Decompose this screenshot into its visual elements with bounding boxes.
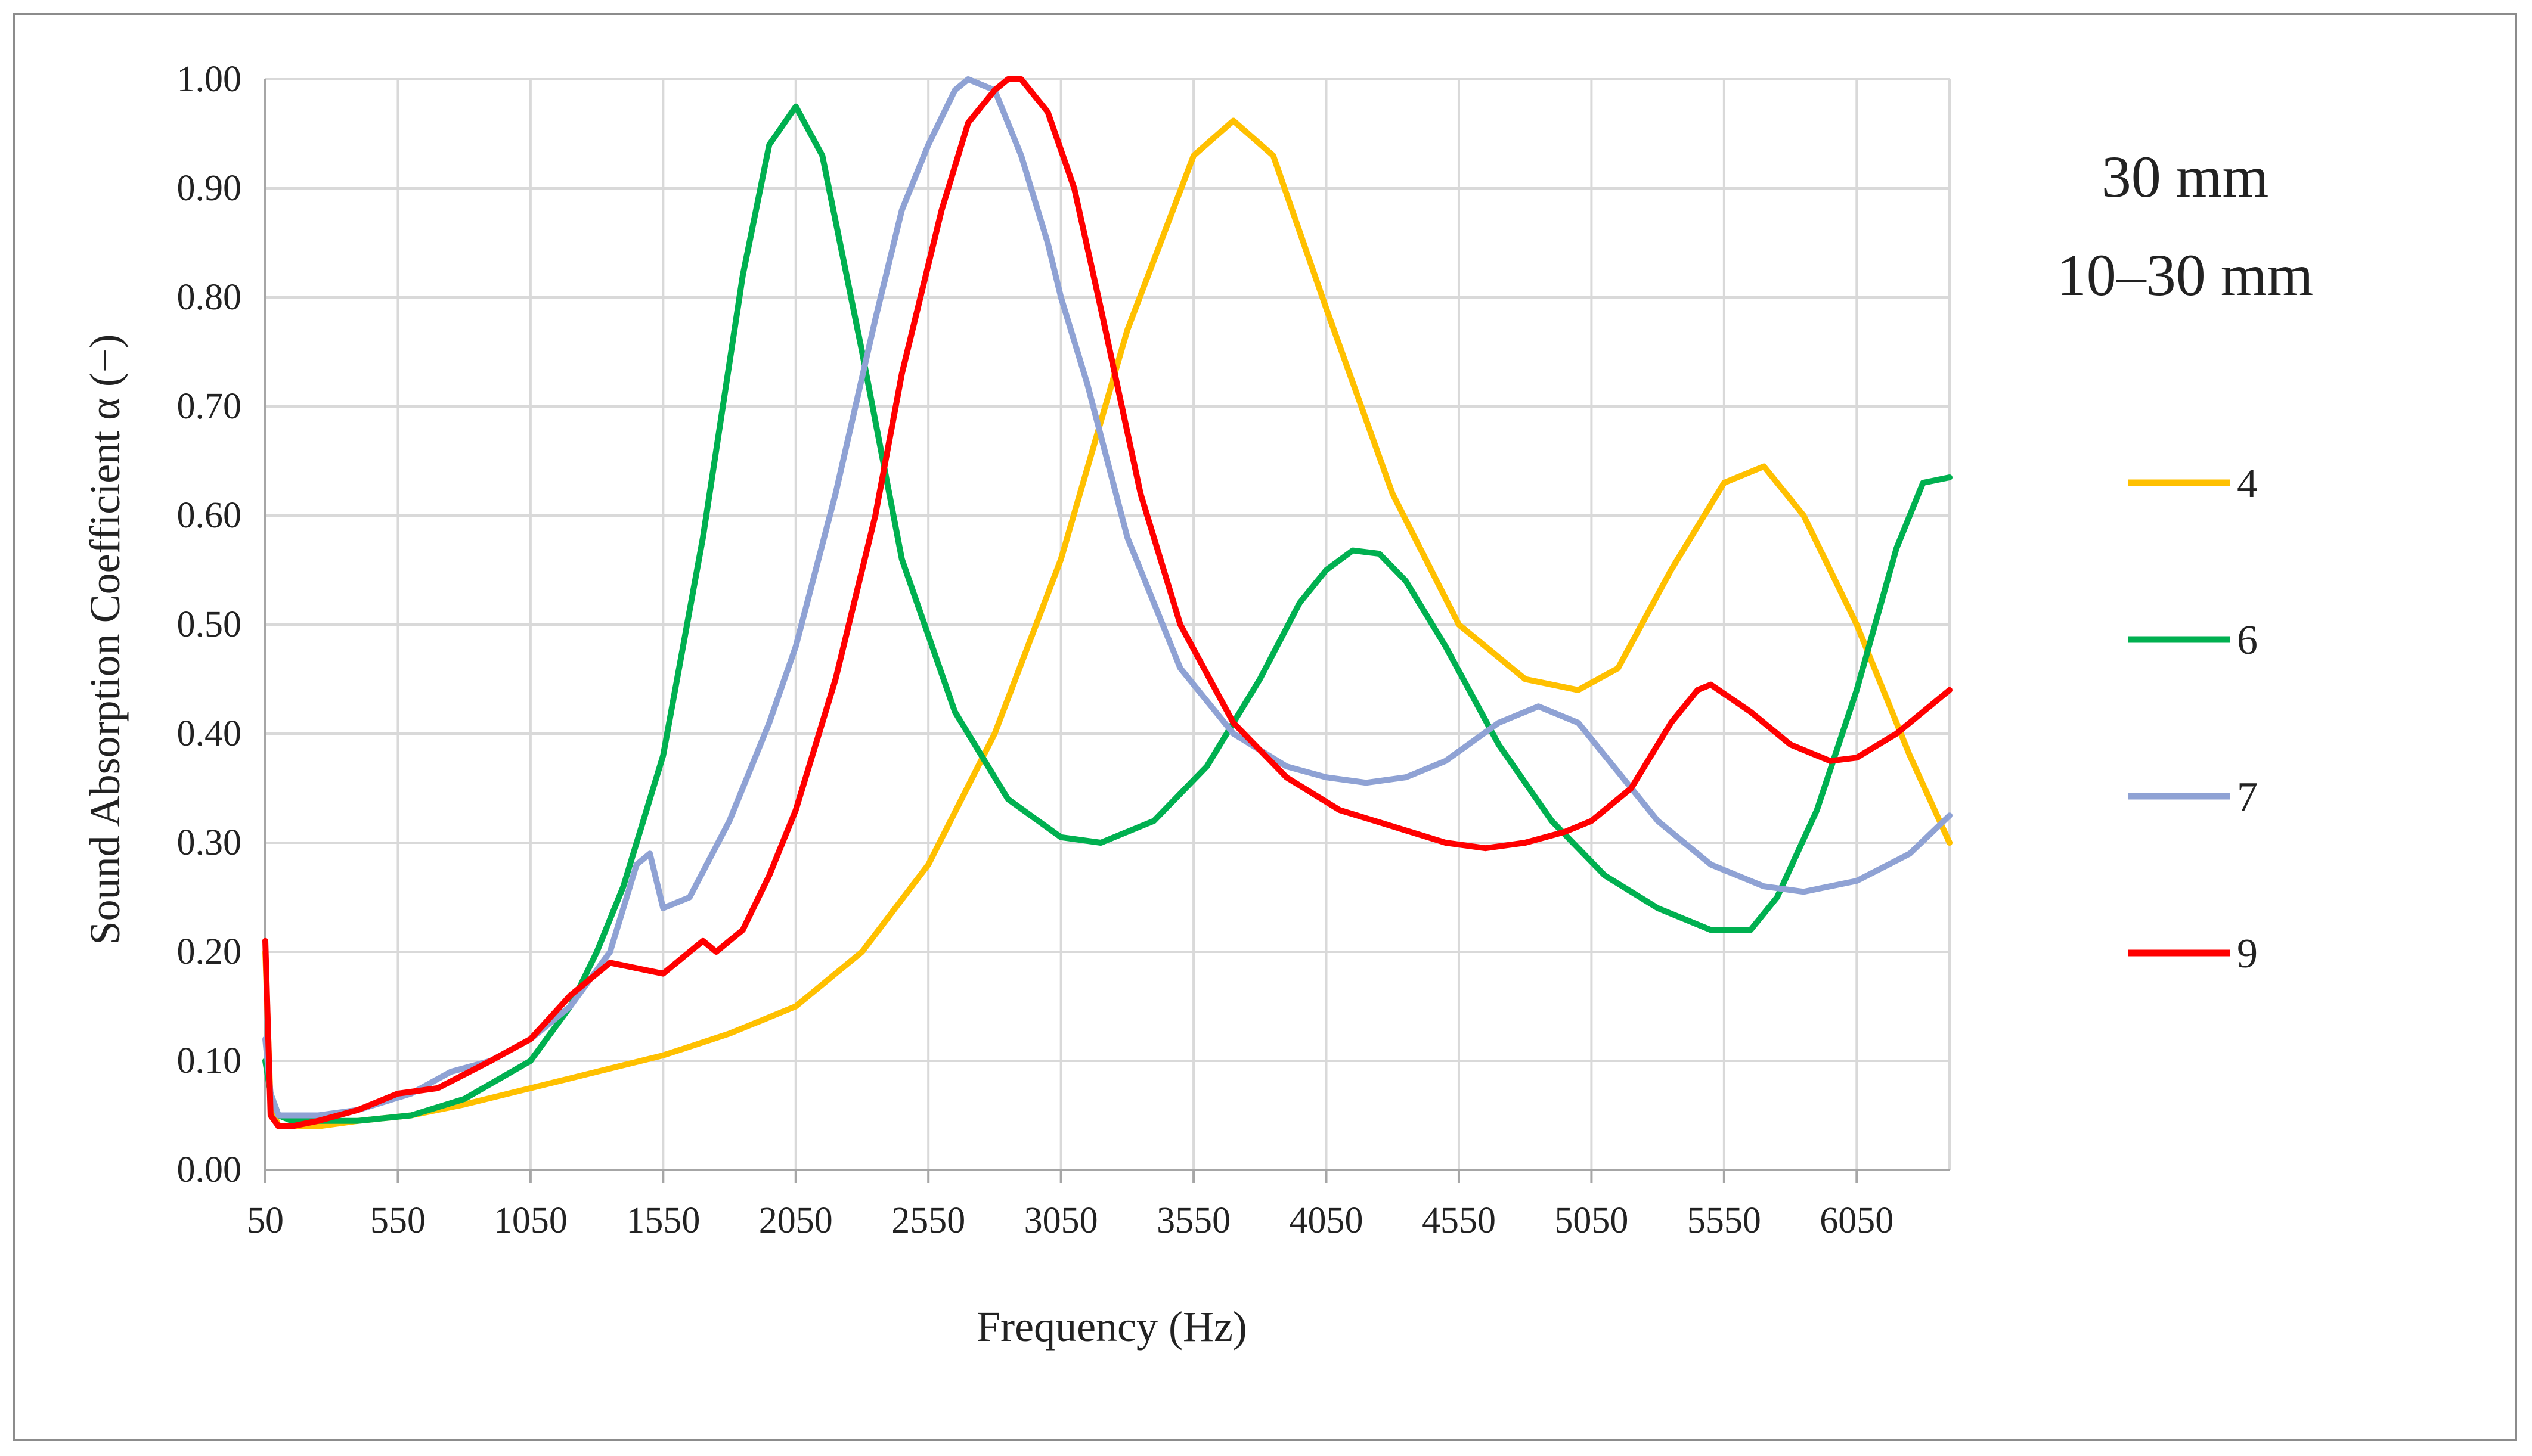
- y-tick-label: 0.80: [177, 277, 242, 318]
- legend-label-4: 4: [2237, 461, 2258, 507]
- y-tick-labels: 0.00 0.10 0.20 0.30 0.40 0.50 0.60 0.70 0.80 0.90…: [177, 59, 242, 1190]
- x-tick-label: 4550: [1422, 1200, 1496, 1241]
- axes: [264, 79, 1950, 1183]
- series-line-6: [262, 103, 1953, 1124]
- y-tick-label: 0.30: [177, 822, 242, 863]
- chart-frame: 50 550 1050 1550 2050 2550 3050 3550 4050 4550 505…: [13, 13, 2517, 1441]
- x-tick-label: 5050: [1554, 1200, 1628, 1241]
- series-line-9: [262, 76, 1953, 1129]
- x-tick-label: 550: [370, 1200, 426, 1241]
- x-tick-label: 1050: [494, 1200, 568, 1241]
- y-tick-label: 1.00: [177, 59, 242, 100]
- legend-label-6: 6: [2237, 617, 2258, 663]
- x-tick-label: 2050: [759, 1200, 833, 1241]
- y-tick-label: 0.60: [177, 495, 242, 536]
- y-tick-label: 0.40: [177, 713, 242, 754]
- x-axis-title: Frequency (Hz): [977, 1303, 1247, 1351]
- y-tick-label: 0.70: [177, 386, 242, 427]
- x-tick-label: 3550: [1157, 1200, 1231, 1241]
- legend: 4 6 7 9: [2128, 461, 2258, 977]
- y-tick-label: 0.20: [177, 932, 242, 972]
- x-tick-label: 1550: [626, 1200, 700, 1241]
- x-tick-label: 2550: [891, 1200, 965, 1241]
- x-tick-label: 6050: [1820, 1200, 1893, 1241]
- x-tick-label: 4050: [1290, 1200, 1363, 1241]
- y-tick-label: 0.50: [177, 604, 242, 645]
- chart-svg: 50 550 1050 1550 2050 2550 3050 3550 4050 4550 505…: [81, 59, 2314, 1351]
- annotation-thickness: 30 mm: [2102, 144, 2269, 210]
- legend-label-9: 9: [2237, 931, 2258, 977]
- legend-label-7: 7: [2237, 774, 2258, 820]
- x-tick-label: 5550: [1687, 1200, 1761, 1241]
- x-tick-labels: 50 550 1050 1550 2050 2550 3050 3550 4050 4550 505…: [247, 1200, 1893, 1241]
- y-tick-label: 0.90: [177, 168, 242, 209]
- series-lines: [262, 76, 1953, 1129]
- x-tick-label: 50: [247, 1200, 284, 1241]
- y-axis-title: Sound Absorption Coefficient α (−): [81, 334, 129, 945]
- y-tick-label: 0.10: [177, 1041, 242, 1081]
- x-tick-label: 3050: [1024, 1200, 1098, 1241]
- y-tick-label: 0.00: [177, 1150, 242, 1190]
- gridlines: [265, 78, 1951, 1170]
- annotation-range: 10–30 mm: [2057, 242, 2314, 308]
- series-line-7: [262, 76, 1953, 1119]
